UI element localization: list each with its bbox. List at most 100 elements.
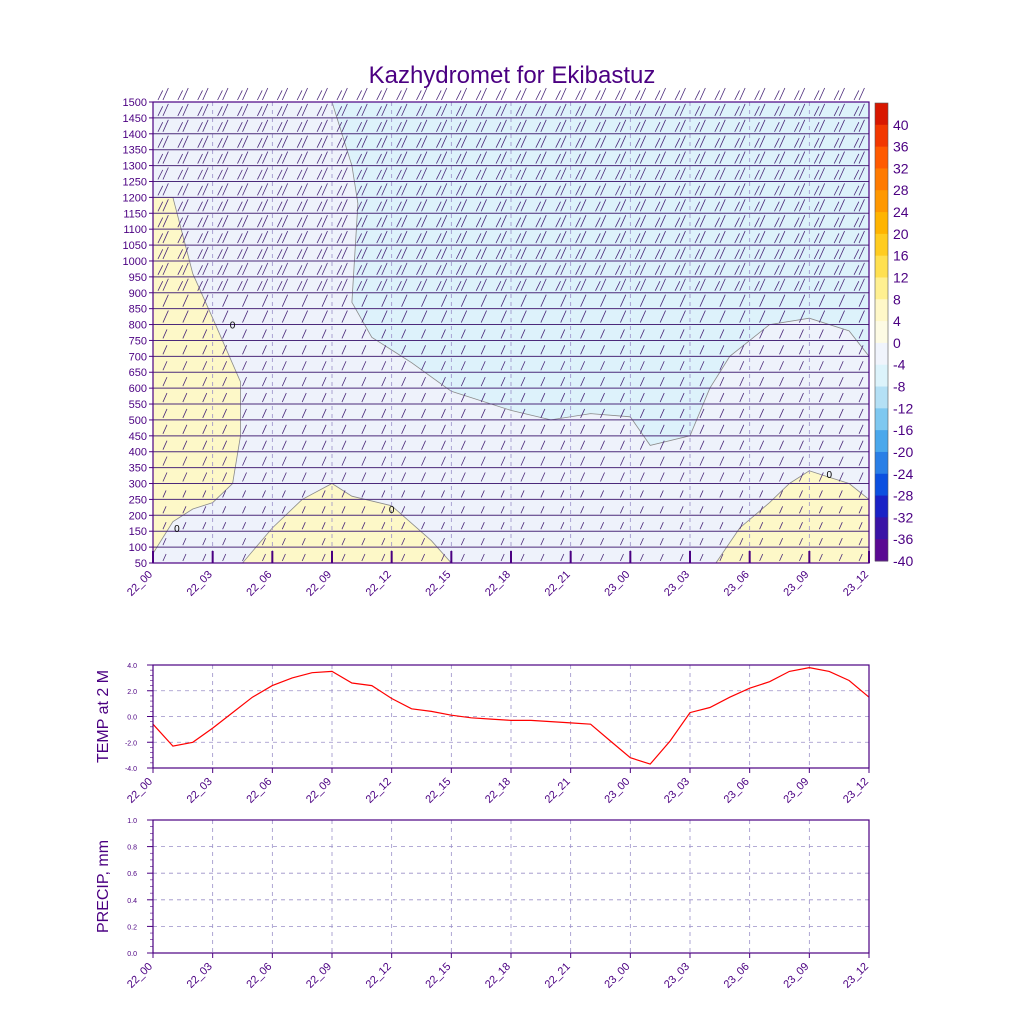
wind-barb-tick (620, 151, 627, 164)
wind-barb-tick (580, 456, 586, 466)
wind-barb-tick (262, 329, 267, 339)
wind-barb-tick (475, 280, 482, 291)
colorbar-label: -28 (893, 488, 913, 504)
wind-barb-tick (575, 265, 581, 276)
wind-barb-tick (679, 424, 685, 434)
wind-barb-tick (162, 262, 169, 276)
wind-barb-tick (182, 361, 188, 371)
wind-barb-tick (202, 490, 207, 498)
wind-barb-tick (659, 361, 665, 371)
wind-barb-tick (560, 262, 567, 276)
wind-barb-tick (182, 215, 189, 228)
wind-barb-tick (336, 217, 343, 228)
wind-barb-tick (396, 169, 402, 180)
wind-barb-tick (515, 185, 522, 196)
wind-barb-tick (540, 294, 547, 307)
wind-barb-tick (620, 553, 624, 562)
wind-barb-tick (217, 249, 223, 260)
y-tick-label: 750 (129, 335, 147, 347)
wind-barb-tick (421, 329, 426, 339)
wind-barb-tick (222, 119, 229, 132)
wind-barb-tick (381, 472, 387, 482)
wind-barb-tick (177, 106, 183, 117)
wind-barb-tick (600, 119, 607, 132)
wind-barb-tick (560, 329, 566, 339)
wind-barb-tick (739, 456, 745, 466)
wind-barb-tick (401, 230, 408, 244)
wind-barb-tick (361, 183, 368, 196)
colorbar-label: 16 (893, 248, 909, 264)
wind-barb-tick (520, 506, 525, 514)
wind-barb-tick (301, 440, 307, 450)
wind-barb-tick (202, 361, 208, 371)
wind-barb-tick (858, 215, 865, 228)
wind-barb-tick (321, 151, 328, 164)
wind-barb-tick (222, 361, 228, 371)
x-tick-label: 23_00 (602, 776, 632, 806)
wind-barb-tick (600, 522, 605, 530)
contour-label: 0 (389, 505, 395, 516)
wind-barb-tick (540, 215, 547, 228)
wind-barb-tick (714, 169, 720, 180)
wind-barb-tick (416, 137, 422, 148)
colorbar-swatch (875, 342, 888, 366)
wind-barb-tick (301, 553, 306, 562)
wind-barb-tick (759, 424, 765, 434)
wind-barb-tick (281, 537, 286, 546)
wind-barb-tick (818, 87, 826, 101)
wind-barb-tick (540, 329, 546, 339)
wind-barb-tick (734, 265, 740, 276)
x-tick-label: 22_03 (185, 569, 215, 599)
wind-barb-tick (495, 249, 502, 260)
wind-barb-tick (202, 522, 207, 530)
wind-barb-tick (500, 119, 507, 132)
wind-barb-tick (600, 456, 605, 466)
wind-barb-tick (679, 376, 685, 387)
wind-barb-tick (237, 106, 243, 117)
x-tick-label: 22_12 (364, 776, 394, 806)
wind-barb-tick (739, 440, 745, 450)
wind-barb-tick (694, 217, 701, 228)
wind-barb-tick (242, 87, 249, 101)
wind-barb-tick (560, 310, 567, 323)
wind-barb-tick (615, 137, 621, 148)
wind-barb-tick (739, 310, 746, 323)
wind-barb-tick (157, 265, 164, 276)
wind-barb-tick (421, 506, 426, 514)
wind-barb-tick (540, 119, 547, 132)
x-tick-label: 23_12 (841, 961, 871, 991)
wind-barb-tick (674, 201, 681, 212)
wind-barb-tick (540, 440, 546, 450)
wind-barb-tick (535, 106, 541, 117)
wind-barb-tick (202, 553, 207, 562)
wind-barb-tick (620, 262, 627, 276)
wind-barb-tick (615, 169, 621, 180)
y-tick-label: 500 (129, 415, 147, 427)
wind-barb-tick (341, 135, 348, 148)
wind-barb-tick (813, 280, 820, 291)
wind-barb-tick (301, 506, 306, 514)
wind-barb-tick (659, 167, 666, 180)
wind-barb-tick (341, 215, 348, 228)
wind-barb-tick (659, 522, 664, 530)
wind-barb-tick (600, 472, 605, 482)
wind-barb-tick (182, 167, 189, 180)
wind-barb-tick (575, 122, 581, 132)
wind-barb-tick (754, 201, 760, 212)
wind-barb-tick (455, 185, 462, 196)
wind-barb-tick (321, 215, 328, 228)
wind-barb-tick (281, 522, 286, 530)
wind-barb-tick (679, 553, 684, 562)
wind-barb-tick (779, 408, 784, 419)
wind-barb-tick (620, 522, 624, 530)
wind-barb-tick (401, 472, 407, 482)
wind-barb-tick (615, 249, 621, 260)
wind-barb-tick (540, 506, 545, 514)
wind-barb-tick (560, 440, 566, 450)
wind-barb-tick (381, 456, 387, 466)
wind-barb-tick (600, 246, 607, 260)
wind-barb-tick (739, 278, 746, 291)
wind-barb-tick (600, 537, 605, 546)
wind-barb-tick (739, 294, 746, 307)
wind-barb-tick (779, 490, 784, 498)
